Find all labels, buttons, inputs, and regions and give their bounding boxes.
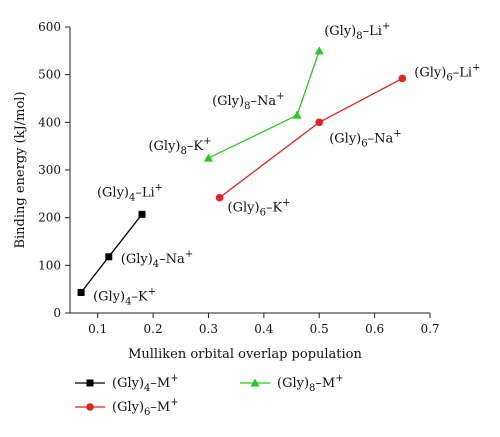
x-tick-label: 0.3	[199, 322, 218, 336]
circle-marker	[86, 403, 94, 411]
x-tick-label: 0.7	[420, 322, 439, 336]
y-tick-label: 0	[53, 306, 61, 320]
y-tick-label: 200	[38, 211, 61, 225]
square-marker	[105, 253, 113, 261]
circle-marker	[398, 74, 407, 83]
triangle-marker	[314, 46, 324, 55]
series-1	[77, 210, 146, 297]
legend-item: (Gly)4–M+	[75, 373, 179, 394]
series-2	[215, 74, 407, 202]
y-tick-label: 500	[38, 68, 61, 82]
legend-item: (Gly)8–M+	[240, 373, 344, 394]
data-label: (Gly)6–Na+	[329, 128, 401, 149]
legend-label: (Gly)6–M+	[112, 397, 179, 418]
legend-label: (Gly)4–M+	[112, 373, 179, 394]
y-tick-label: 100	[38, 258, 61, 272]
x-tick-label: 0.5	[310, 322, 329, 336]
triangle-marker	[292, 110, 302, 119]
y-tick-label: 600	[38, 20, 61, 34]
point-labels: (Gly)4–K+ (Gly)4–Na+ (Gly)4–Li+ (Gly)6–K+ (G…	[93, 21, 480, 308]
ticks: 0 100 200 300 400 500 600 0.1 0.2 0.3 0.4 0.5 0.6 0.7	[38, 20, 439, 336]
square-marker	[138, 210, 146, 218]
x-tick-label: 0.1	[88, 322, 107, 336]
axes	[69, 27, 430, 314]
data-label: (Gly)4–Na+	[121, 249, 193, 270]
series-3	[203, 46, 324, 162]
data-label: (Gly)4–K+	[93, 287, 156, 308]
data-label: (Gly)4–Li+	[97, 182, 163, 203]
legend: (Gly)4–M+ (Gly)6–M+ (Gly)8–M+	[75, 373, 344, 418]
triangle-marker	[250, 378, 260, 387]
square-marker	[77, 289, 85, 297]
legend-item: (Gly)6–M+	[75, 397, 179, 418]
data-label: (Gly)8–Li+	[324, 21, 390, 42]
x-tick-label: 0.2	[144, 322, 163, 336]
data-label: (Gly)8–Na+	[212, 91, 284, 112]
triangle-marker	[203, 153, 213, 162]
legend-label: (Gly)8–M+	[277, 373, 344, 394]
circle-marker	[215, 193, 224, 202]
data-label: (Gly)6–Li+	[414, 62, 480, 83]
data-label: (Gly)6–K+	[228, 198, 291, 219]
y-axis-title: Binding energy (kJ/mol)	[13, 91, 28, 248]
data-label: (Gly)8–K+	[148, 136, 211, 157]
square-marker	[86, 379, 94, 387]
series-layer	[77, 46, 407, 297]
x-tick-label: 0.6	[365, 322, 384, 336]
x-axis-title: Mulliken orbital overlap population	[128, 347, 362, 362]
circle-marker	[315, 118, 324, 127]
y-tick-label: 400	[38, 115, 61, 129]
y-tick-label: 300	[38, 163, 61, 177]
x-tick-label: 0.4	[254, 322, 273, 336]
